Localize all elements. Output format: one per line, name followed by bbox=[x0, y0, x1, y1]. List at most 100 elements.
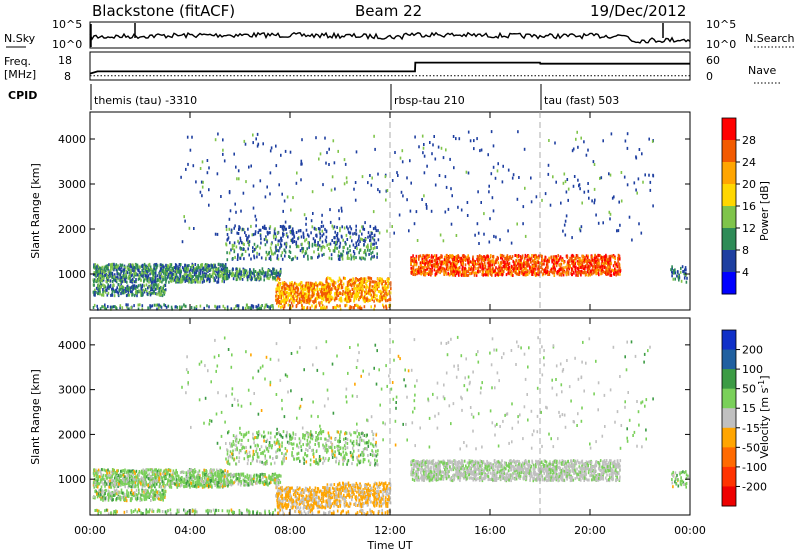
echo-cell bbox=[377, 299, 380, 303]
echo-cell bbox=[280, 296, 282, 300]
echo-cell bbox=[345, 176, 348, 180]
echo-cell bbox=[265, 256, 267, 260]
echo-cell bbox=[370, 305, 372, 309]
echo-cell bbox=[604, 258, 606, 262]
echo-cell bbox=[266, 305, 269, 308]
echo-cell bbox=[278, 274, 280, 278]
echo-cell bbox=[230, 230, 233, 234]
colorbar-segment bbox=[722, 250, 736, 273]
echo-cell bbox=[229, 272, 231, 276]
echo-cell bbox=[320, 225, 323, 228]
echo-cell bbox=[533, 268, 536, 272]
echo-cell bbox=[483, 272, 485, 276]
echo-cell bbox=[468, 267, 470, 271]
echo-cell bbox=[170, 276, 173, 280]
echo-cell bbox=[307, 290, 310, 293]
echo-cell bbox=[346, 251, 348, 255]
echo-cell bbox=[214, 278, 216, 282]
echo-cell bbox=[479, 265, 482, 269]
echo-cell bbox=[104, 272, 106, 276]
echo-cell bbox=[319, 288, 321, 292]
echo-cell bbox=[469, 260, 472, 264]
echo-cell bbox=[614, 255, 616, 259]
echo-cell bbox=[329, 282, 331, 286]
echo-cell bbox=[329, 299, 332, 303]
echo-cell bbox=[355, 287, 357, 291]
echo-cell bbox=[361, 256, 363, 260]
echo-cell bbox=[481, 267, 483, 270]
echo-cell bbox=[370, 183, 373, 187]
echo-cell bbox=[166, 271, 168, 275]
echo-cell bbox=[434, 183, 437, 187]
echo-cell bbox=[102, 283, 104, 287]
echo-cell bbox=[110, 293, 112, 297]
echo-cell bbox=[451, 254, 453, 258]
echo-cell bbox=[111, 265, 113, 269]
echo-cell bbox=[275, 144, 277, 148]
echo-cell bbox=[349, 249, 351, 253]
echo-cell bbox=[479, 269, 481, 273]
echo-cell bbox=[170, 263, 173, 267]
echo-cell bbox=[295, 231, 298, 234]
echo-cell bbox=[507, 258, 510, 262]
echo-cell bbox=[365, 245, 368, 249]
echo-cell bbox=[388, 277, 390, 281]
echo-cell bbox=[205, 272, 208, 276]
echo-cell bbox=[317, 295, 320, 299]
echo-cell bbox=[305, 281, 307, 285]
echo-cell bbox=[321, 240, 324, 244]
echo-cell bbox=[357, 294, 360, 298]
echo-cell bbox=[272, 267, 275, 271]
echo-cell bbox=[412, 254, 414, 258]
echo-cell bbox=[426, 267, 429, 271]
cpid-segment-label: rbsp-tau 210 bbox=[394, 94, 465, 107]
echo-cell bbox=[595, 255, 598, 259]
echo-cell bbox=[103, 270, 105, 274]
echo-cell bbox=[291, 227, 294, 231]
echo-cell bbox=[570, 257, 573, 261]
echo-cell bbox=[291, 239, 293, 243]
echo-cell bbox=[556, 269, 559, 273]
echo-cell bbox=[529, 258, 532, 261]
echo-cell bbox=[100, 278, 102, 282]
echo-cell bbox=[540, 270, 542, 274]
echo-cell bbox=[299, 294, 301, 298]
echo-cell bbox=[97, 265, 99, 269]
echo-cell bbox=[612, 254, 615, 257]
echo-cell bbox=[237, 272, 239, 275]
echo-cell bbox=[442, 262, 445, 266]
echo-cell bbox=[105, 265, 107, 269]
echo-cell bbox=[363, 295, 366, 299]
echo-cell bbox=[649, 188, 652, 192]
echo-cell bbox=[139, 273, 142, 277]
echo-cell bbox=[506, 256, 508, 259]
colorbar-tick-label: 24 bbox=[742, 156, 756, 169]
echo-cell bbox=[326, 295, 329, 299]
echo-cell bbox=[346, 295, 348, 299]
echo-cell bbox=[318, 254, 320, 258]
echo-cell bbox=[571, 267, 573, 271]
echo-cell bbox=[220, 267, 223, 271]
echo-cell bbox=[290, 283, 293, 286]
echo-cell bbox=[533, 263, 535, 267]
echo-cell bbox=[192, 270, 194, 274]
echo-cell bbox=[417, 271, 419, 275]
echo-cell bbox=[329, 291, 331, 295]
echo-cell bbox=[490, 172, 493, 176]
echo-cell bbox=[383, 284, 386, 288]
echo-cell bbox=[602, 264, 605, 268]
freq-label-bottom: [MHz] bbox=[4, 68, 36, 81]
echo-cell bbox=[338, 283, 340, 287]
echo-cell bbox=[94, 273, 96, 277]
echo-cell bbox=[492, 255, 495, 259]
echo-cell bbox=[446, 267, 449, 271]
echo-cell bbox=[95, 286, 98, 290]
echo-cell bbox=[257, 307, 259, 311]
echo-cell bbox=[224, 276, 226, 280]
echo-cell bbox=[277, 243, 279, 247]
echo-cell bbox=[391, 179, 394, 182]
echo-cell bbox=[105, 276, 108, 280]
echo-cell bbox=[454, 264, 456, 268]
echo-cell bbox=[106, 274, 108, 277]
echo-cell bbox=[480, 255, 483, 259]
